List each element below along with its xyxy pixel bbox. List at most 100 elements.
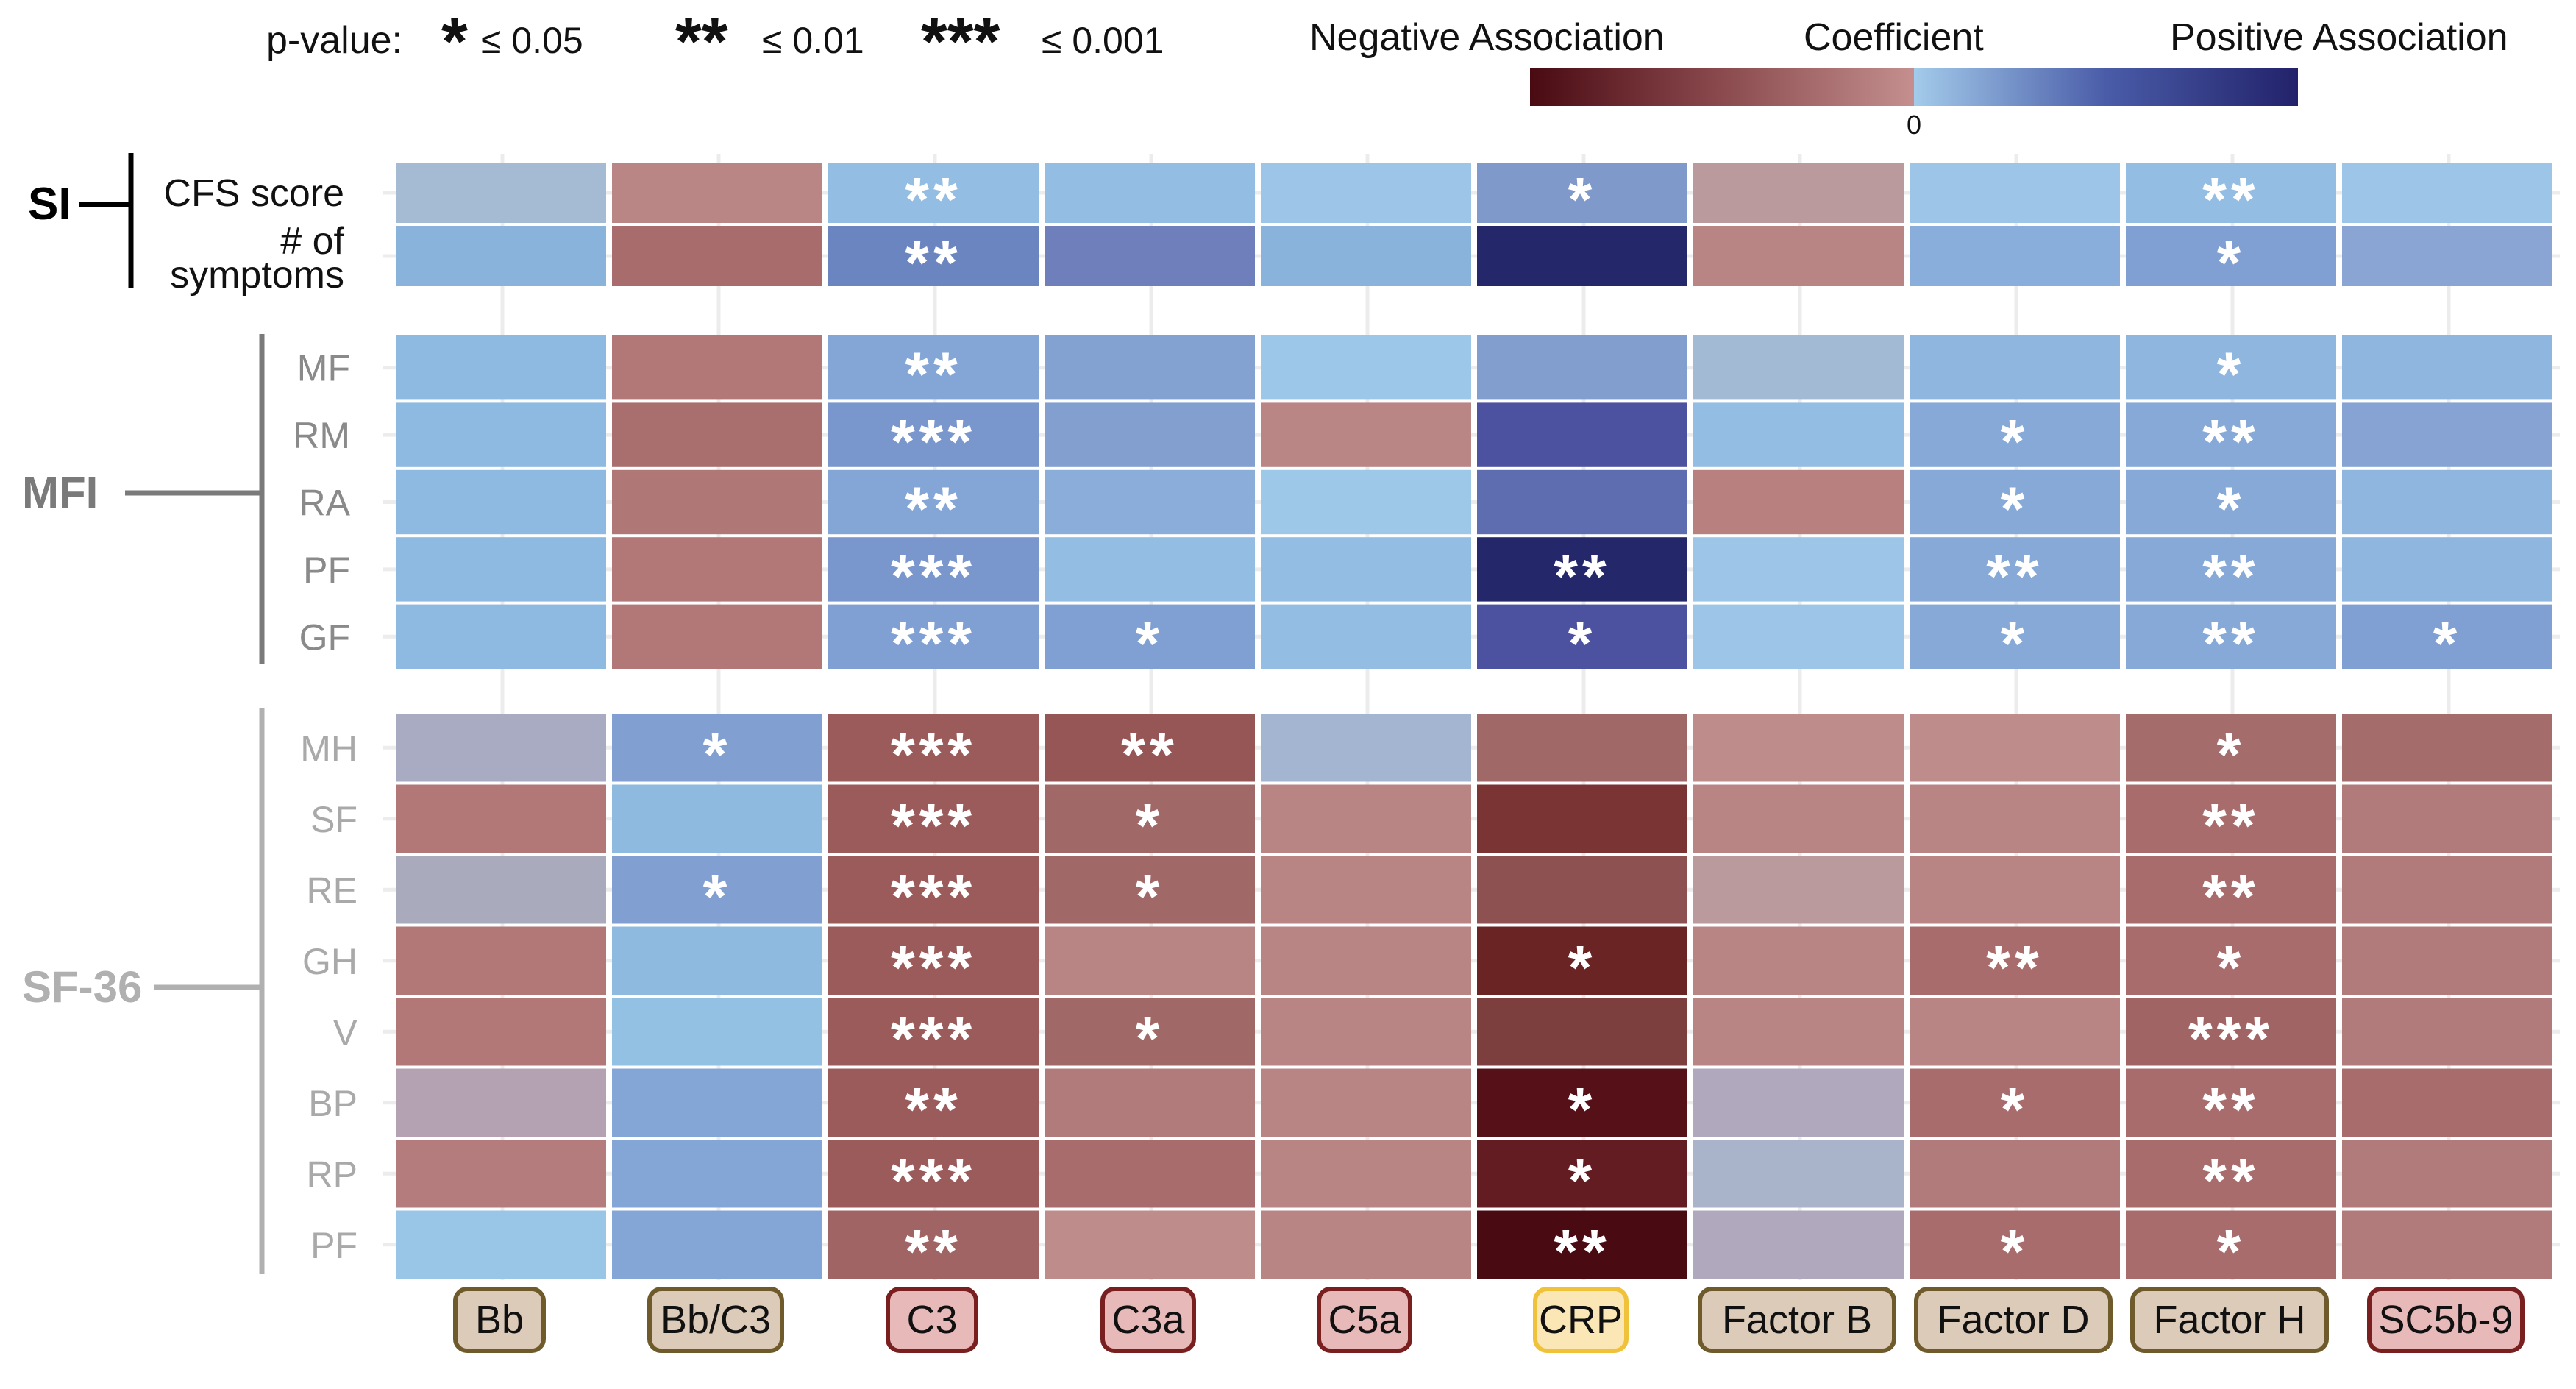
row-label: GH [302, 941, 357, 982]
significance-mark: *** [891, 720, 976, 789]
coefficient-label: Coefficient [1804, 16, 1984, 59]
significance-mark: * [1568, 608, 1597, 678]
heatmap-cell [1910, 537, 2120, 602]
significance-mark: ** [905, 475, 961, 544]
pvalue-stars-1: * [441, 4, 468, 79]
significance-mark: * [2217, 340, 2246, 409]
heatmap-cell [1045, 335, 1255, 400]
heatmap-cell [1045, 163, 1255, 223]
column-label: Factor D [1937, 1298, 2089, 1342]
significance-mark: ** [2202, 862, 2259, 931]
significance-mark: ** [905, 340, 961, 409]
heatmap-cell [2126, 335, 2336, 400]
group-label: SI [28, 179, 71, 230]
significance-stars: ** * **** *** **** * **** * **** ** ** ***** * * * ** **… [703, 165, 2458, 1286]
heatmap-cell [1261, 998, 1471, 1066]
heatmap-cell [1910, 335, 2120, 400]
heatmap-cell [1693, 604, 1904, 669]
row-label: symptoms [170, 254, 344, 296]
heatmap-cell [1261, 604, 1471, 669]
heatmap-cell [612, 537, 822, 602]
heatmap-cell [1477, 926, 1687, 995]
significance-mark: * [2001, 475, 2029, 544]
heatmap-cell [1910, 1068, 2120, 1137]
group-labels: SI MFI SF-36 [22, 153, 265, 1274]
significance-mark: * [2217, 475, 2246, 544]
row-label: PF [303, 550, 350, 591]
pvalue-stars-2: ** [675, 4, 728, 79]
row-label: MH [300, 728, 357, 769]
heatmap-cell [612, 335, 822, 400]
significance-mark: * [703, 720, 732, 789]
row-label: BP [308, 1083, 357, 1124]
significance-mark: * [2217, 1217, 2246, 1286]
column-label: C3 [906, 1298, 957, 1342]
heatmap-cell [2342, 402, 2552, 467]
pvalue-threshold-1: ≤ 0.05 [481, 20, 583, 61]
significance-mark: *** [891, 933, 976, 1002]
heatmap-cell [1045, 604, 1255, 669]
significance-mark: * [1136, 608, 1164, 678]
significance-mark: ** [1986, 541, 2043, 611]
heatmap-cell [396, 604, 606, 669]
heatmap-cell [1045, 469, 1255, 535]
column-label-box [453, 1287, 546, 1353]
heatmap-cell [2126, 856, 2336, 924]
heatmap-cell [1910, 926, 2120, 995]
heatmap-cell [612, 856, 822, 924]
heatmap-cell [612, 714, 822, 782]
heatmap-cell [1045, 537, 1255, 602]
group-label: SF-36 [22, 962, 142, 1012]
significance-mark: * [2001, 407, 2029, 476]
heatmap-cell [1693, 784, 1904, 853]
significance-mark: *** [891, 608, 976, 678]
column-label-box [1914, 1287, 2113, 1353]
heatmap-cell [612, 1210, 822, 1279]
heatmap-cell [828, 226, 1039, 286]
significance-mark: ** [905, 228, 961, 297]
heatmap-cell [1693, 998, 1904, 1066]
row-label: # of [280, 220, 344, 263]
heatmap-cell [1910, 604, 2120, 669]
significance-mark: *** [2188, 1003, 2274, 1073]
heatmap-cell [2342, 604, 2552, 669]
heatmap-cell [2342, 998, 2552, 1066]
heatmap-cell [396, 335, 606, 400]
heatmap-cell [612, 402, 822, 467]
heatmap-cell [396, 1210, 606, 1279]
significance-mark: *** [891, 407, 976, 476]
significance-mark: ** [1121, 720, 1178, 789]
heatmap-cell [1477, 998, 1687, 1066]
significance-mark: *** [891, 791, 976, 860]
significance-mark: ** [2202, 407, 2259, 476]
heatmap-cell [828, 1210, 1039, 1279]
heatmap-cell [2342, 926, 2552, 995]
heatmap-cell [1261, 537, 1471, 602]
heatmap-cell [828, 856, 1039, 924]
colorbar-negative [1530, 68, 1914, 106]
heatmap-cell [1693, 1068, 1904, 1137]
row-label: PF [310, 1225, 357, 1266]
heatmap-cell [1477, 1140, 1687, 1208]
heatmap-cell [2342, 714, 2552, 782]
significance-mark: ** [2202, 165, 2259, 234]
heatmap-cell [1477, 856, 1687, 924]
heatmap-cell [1477, 402, 1687, 467]
positive-association-label: Positive Association [2170, 16, 2508, 59]
heatmap-cell [612, 998, 822, 1066]
heatmap-cell [1477, 469, 1687, 535]
colorbar-positive [1914, 68, 2298, 106]
heatmap-cell [1477, 335, 1687, 400]
heatmap-cell [828, 784, 1039, 853]
significance-mark: ** [1554, 541, 1610, 611]
heatmap-cell [2126, 1068, 2336, 1137]
heatmap-cell [1693, 537, 1904, 602]
heatmap-cell [1693, 163, 1904, 223]
heatmap-cell [1261, 856, 1471, 924]
heatmap-cell [396, 163, 606, 223]
colorbar-zero-label: 0 [1907, 110, 1921, 140]
heatmap-cell [828, 335, 1039, 400]
heatmap-cell [1910, 998, 2120, 1066]
heatmap-cell [2342, 1140, 2552, 1208]
